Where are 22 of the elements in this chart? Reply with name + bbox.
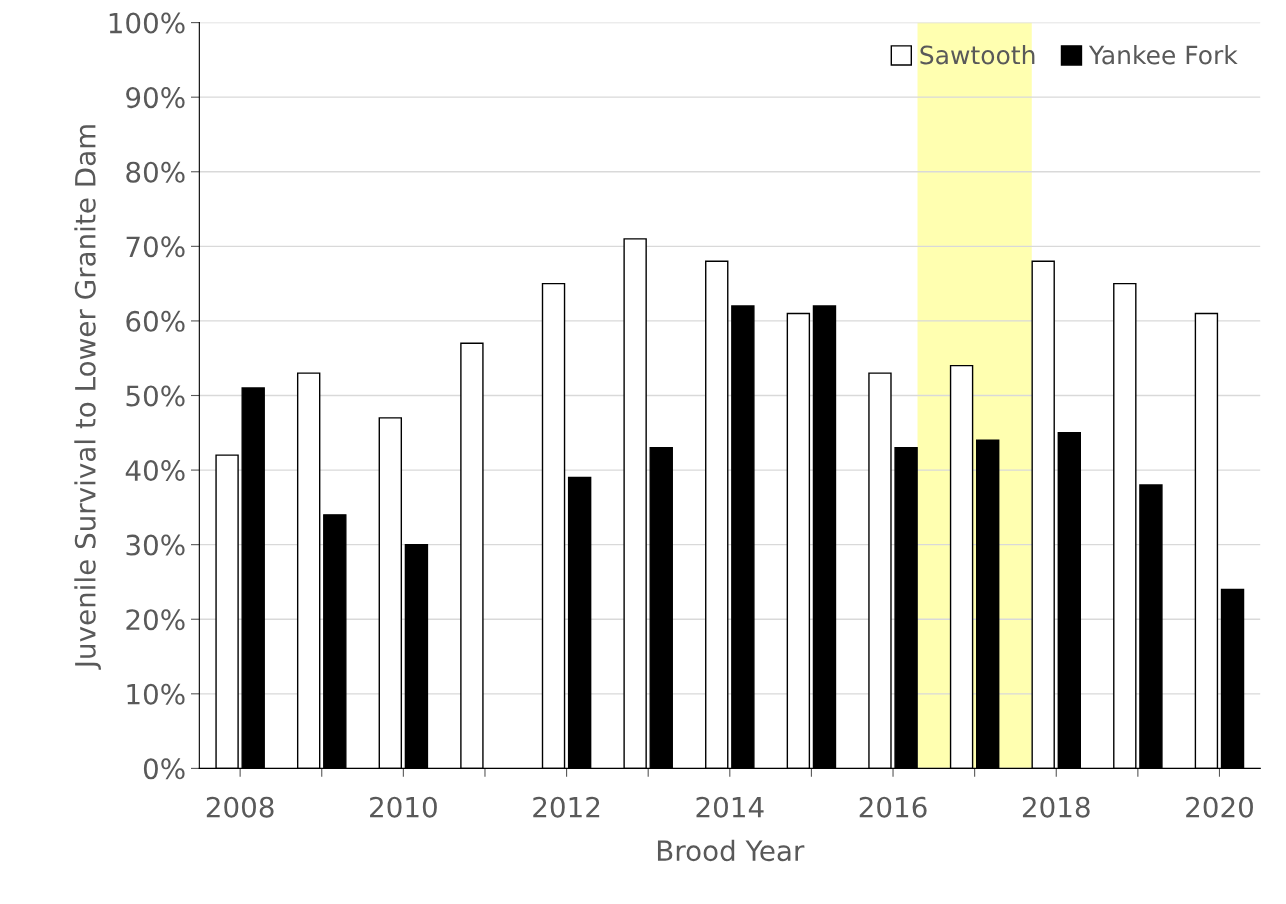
x-tick-label: 2016 xyxy=(859,796,927,818)
y-tick-label: 80% xyxy=(126,161,185,183)
y-tick-label: 90% xyxy=(126,87,185,109)
x-tick-label: 2012 xyxy=(533,796,600,818)
x-tick-label: 2020 xyxy=(1186,796,1253,818)
x-tick-label: 2008 xyxy=(206,796,274,818)
x-tick-label: 2014 xyxy=(696,796,764,818)
y-tick-label: 20% xyxy=(126,609,185,631)
y-tick-label: 0% xyxy=(143,758,185,780)
y-tick-label: 50% xyxy=(126,385,185,407)
y-tick-label: 30% xyxy=(126,534,185,556)
legend-label: Yankee Fork xyxy=(1088,45,1238,65)
y-tick-label: 10% xyxy=(127,683,185,705)
y-axis-title: Juvenile Survival to Lower Granite Dam xyxy=(74,125,101,670)
legend-label: Sawtooth xyxy=(920,45,1035,65)
y-tick-label: 60% xyxy=(126,310,185,332)
x-tick-label: 2010 xyxy=(370,796,437,818)
x-axis-title: Brood Year xyxy=(657,839,805,862)
y-tick-label: 70% xyxy=(126,236,185,258)
y-tick-label: 40% xyxy=(125,460,185,482)
y-tick-label: 100% xyxy=(109,12,185,34)
x-tick-label: 2018 xyxy=(1022,796,1090,818)
